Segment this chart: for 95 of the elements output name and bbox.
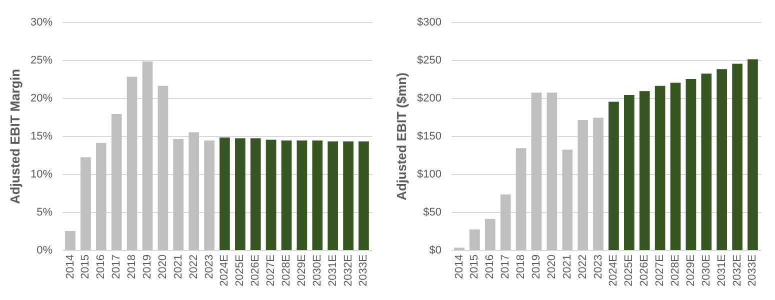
x-tick-label: 2019 [530, 254, 542, 279]
bar [562, 150, 573, 250]
bar [266, 140, 276, 250]
x-tick-label: 2021 [172, 254, 184, 279]
bar [748, 59, 758, 250]
x-tick-label: 2027E [654, 254, 666, 286]
bar [484, 218, 496, 250]
bar [639, 91, 650, 250]
bar [173, 139, 184, 250]
x-tick-label: 2028E [280, 254, 293, 286]
x-tick-label: 2026E [250, 254, 262, 286]
y-tick-label: $200 [417, 92, 442, 104]
x-tick-label: 2030E [700, 254, 712, 286]
y-axis-title: Adjusted EBIT Margin [7, 68, 22, 204]
x-tick-label: 2016 [484, 254, 496, 279]
bar [624, 94, 634, 250]
bar [65, 231, 76, 250]
x-tick-label: 2033E [746, 254, 759, 286]
bar [670, 82, 681, 250]
x-tick-label: 2022 [576, 254, 589, 279]
x-tick-label: 2019 [141, 254, 154, 279]
bar [701, 74, 712, 250]
bar [312, 140, 323, 250]
x-tick-label: 2023 [203, 254, 216, 279]
x-tick-label: 2032E [342, 254, 354, 286]
bar [531, 92, 542, 250]
bar [328, 141, 338, 250]
x-tick-label: 2033E [358, 254, 370, 286]
x-tick-label: 2026E [638, 254, 651, 286]
bar [654, 86, 666, 250]
x-tick-label: 2014 [64, 254, 76, 279]
x-tick-label: 2031E [326, 254, 339, 286]
x-tick-label: 2022 [188, 254, 200, 279]
bar [142, 62, 153, 250]
y-axis-title: Adjusted EBIT ($mn) [394, 72, 410, 200]
bar [126, 76, 138, 250]
y-tick-label: 25% [30, 54, 53, 66]
x-tick-label: 2029E [684, 254, 697, 286]
x-tick-label: 2016 [95, 254, 108, 279]
y-tick-label: $300 [417, 16, 442, 28]
x-tick-label: 2027E [265, 254, 278, 286]
x-tick-label: 2023 [592, 254, 604, 279]
bar [546, 92, 558, 250]
x-tick-label: 2028E [670, 254, 682, 286]
x-tick-label: 2031E [716, 254, 728, 286]
bar [716, 69, 728, 250]
x-tick-label: 2017 [110, 254, 123, 279]
bar [500, 194, 511, 250]
y-tick-label: 15% [30, 130, 53, 142]
bar [111, 114, 122, 250]
x-tick-label: 2014 [453, 254, 466, 279]
y-tick-label: $250 [417, 54, 442, 66]
bar [516, 148, 526, 250]
x-tick-label: 2032E [731, 254, 744, 286]
bar [188, 132, 200, 250]
bar [578, 120, 588, 250]
bar [593, 118, 604, 250]
x-tick-label: 2025E [623, 254, 636, 286]
x-tick-label: 2015 [80, 254, 92, 279]
x-tick-label: 2018 [126, 254, 138, 279]
bar [158, 86, 168, 250]
x-tick-label: 2020 [156, 254, 169, 279]
bar [343, 141, 354, 250]
x-tick-label: 2017 [500, 254, 512, 279]
y-tick-label: $50 [423, 206, 442, 218]
x-tick-label: 2018 [515, 254, 528, 279]
bar [96, 142, 106, 250]
bar [234, 138, 246, 250]
bar [204, 140, 214, 250]
x-tick-label: 2024E [608, 254, 620, 286]
bar [296, 140, 308, 250]
bar [220, 138, 230, 250]
y-tick-label: $100 [417, 168, 442, 180]
y-tick-label: $150 [417, 130, 442, 142]
x-tick-label: 2020 [546, 254, 558, 279]
bar [250, 138, 261, 250]
bar [80, 157, 91, 250]
x-tick-label: 2024E [218, 254, 231, 286]
bar [358, 141, 369, 250]
y-tick-label: 10% [30, 168, 53, 180]
bar [732, 64, 742, 250]
y-tick-label: $0 [429, 244, 442, 256]
bar [281, 140, 292, 250]
y-tick-label: 5% [36, 206, 53, 218]
bar [686, 79, 696, 250]
x-tick-label: 2029E [296, 254, 308, 286]
y-tick-label: 0% [36, 244, 53, 256]
x-tick-label: 2015 [468, 254, 481, 279]
x-tick-label: 2021 [561, 254, 574, 279]
y-tick-label: 20% [30, 92, 53, 104]
bar [470, 229, 480, 250]
bar [608, 102, 619, 250]
x-tick-label: 2030E [311, 254, 324, 286]
x-tick-label: 2025E [234, 254, 246, 286]
y-tick-label: 30% [30, 16, 53, 28]
